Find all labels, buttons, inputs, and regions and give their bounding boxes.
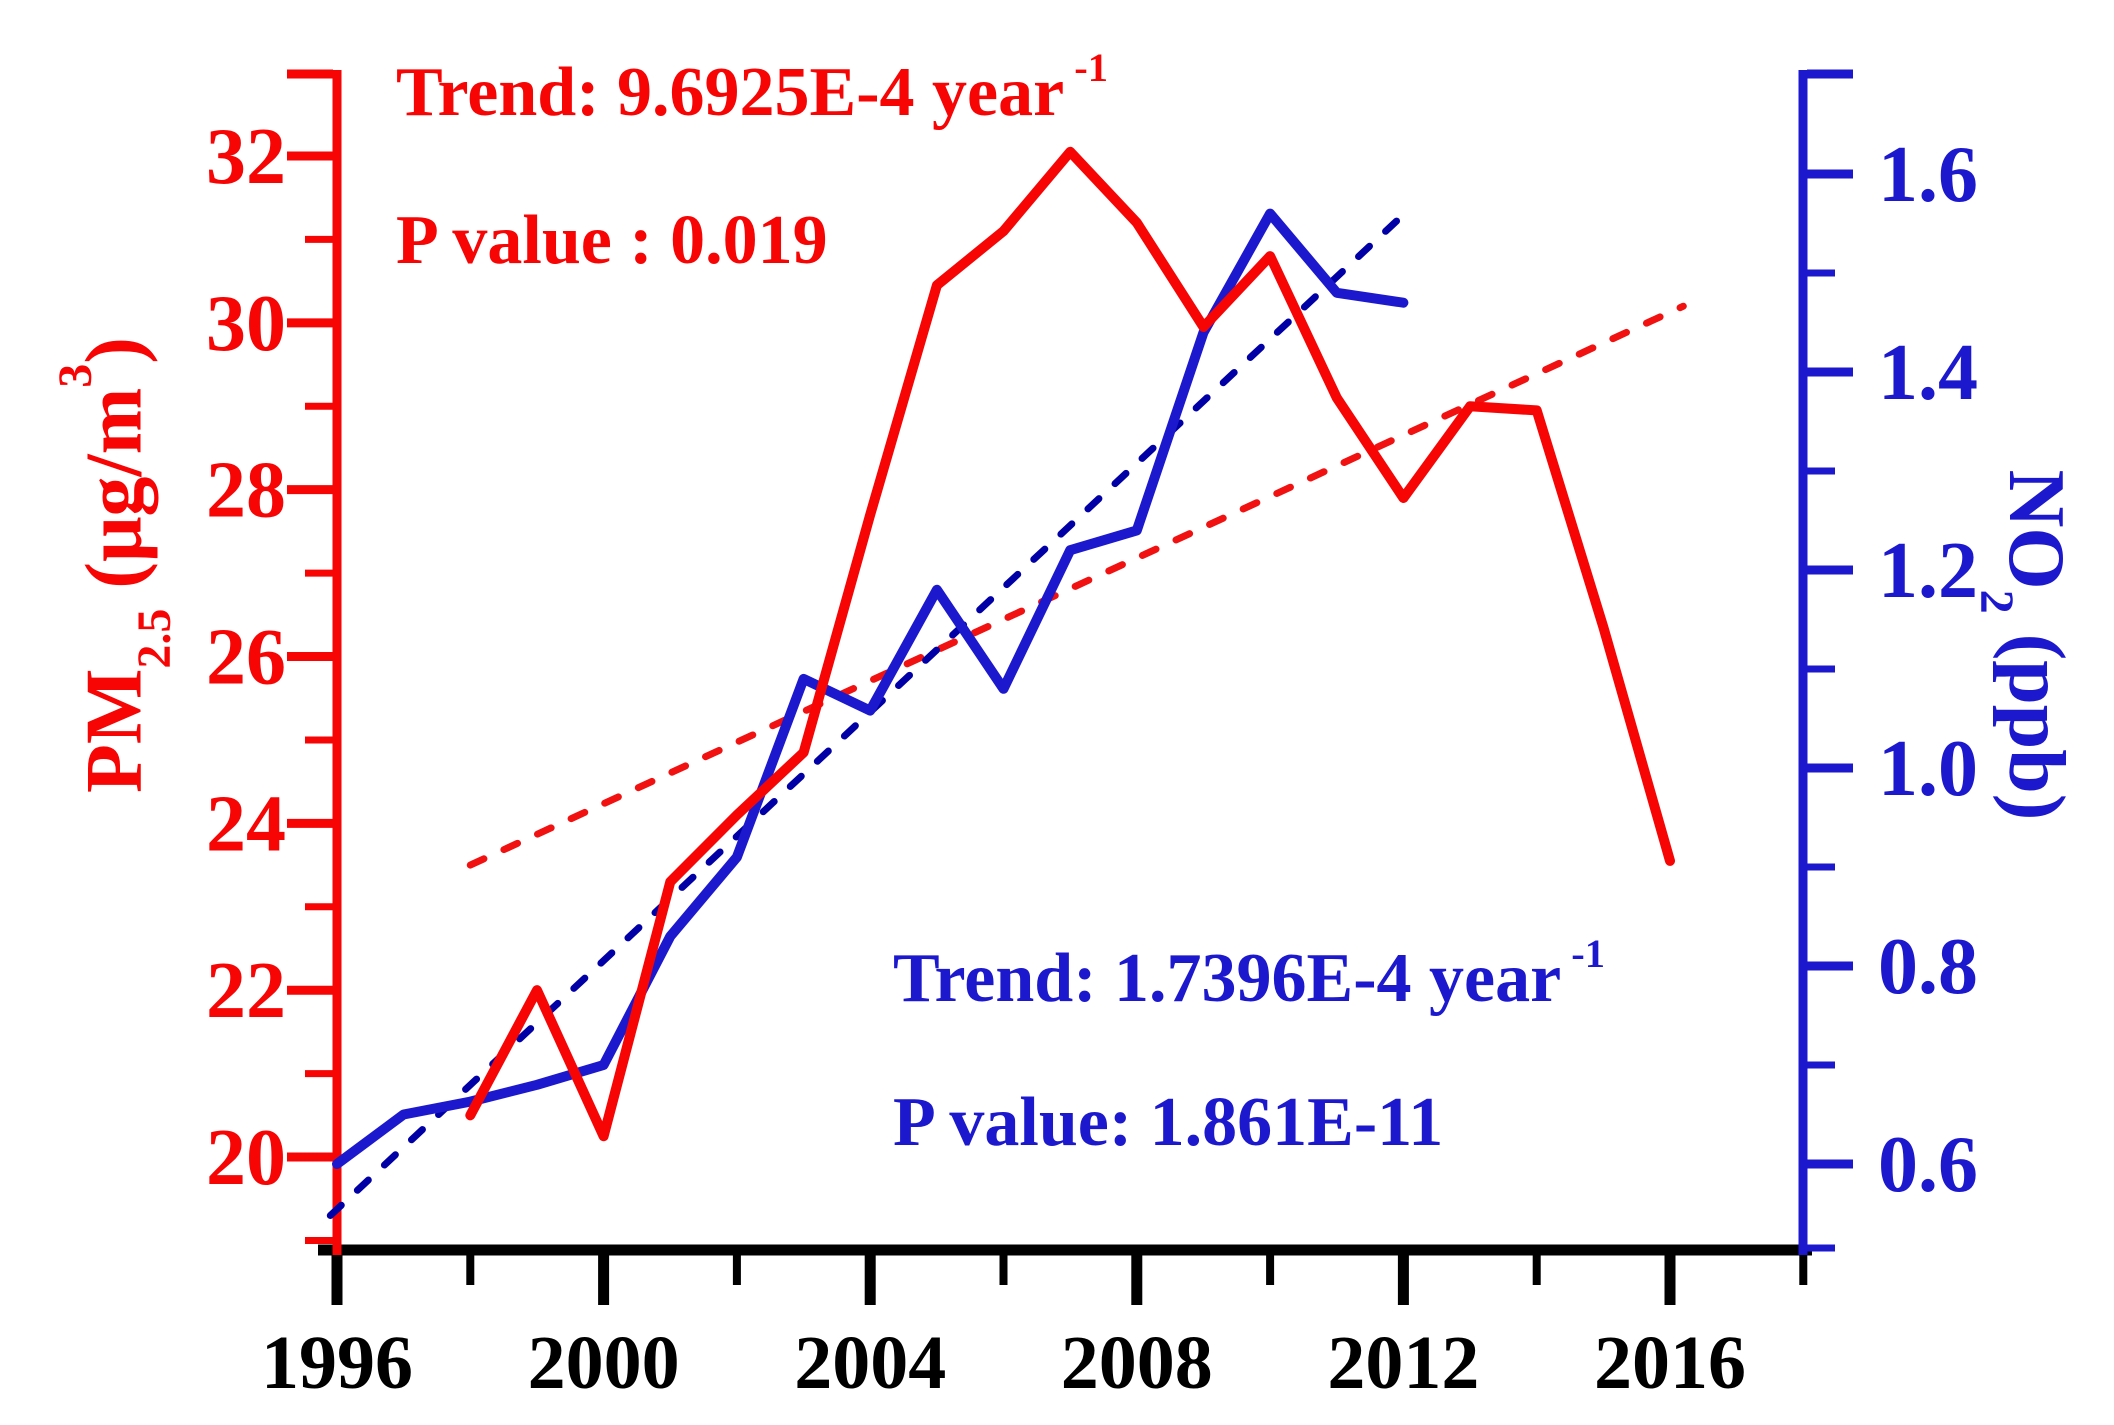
pm25-line: [465, 146, 1675, 1142]
left-axis-tick-label: 26: [206, 614, 286, 702]
left-axis-title-unit: (μg/m: [70, 387, 159, 609]
left-y-axis: 32 30 28 26 24 22 20: [206, 69, 342, 1255]
no2-trend-text: Trend: 1.7396E-4 year: [893, 940, 1562, 1017]
right-axis-title-subscript: 2: [1970, 589, 2023, 614]
right-axis-title-main: NO: [1992, 469, 2080, 590]
pm25-pvalue-text: P value : 0.019: [396, 202, 828, 279]
left-axis-title-main: PM: [70, 668, 159, 793]
right-axis-title-unit: (ppb): [1992, 613, 2080, 821]
left-axis-tick-label: 30: [206, 280, 286, 368]
pm25_trend_line-line: [466, 302, 1687, 869]
pm25-trend-annotation: Trend: 9.6925E-4 year -1: [396, 46, 1108, 131]
right-axis-tick-label: 1.0: [1878, 725, 1978, 813]
right-y-axis: 1.6 1.4 1.2 1.0 0.8 0.6: [1798, 69, 1978, 1255]
left-axis-tick-label: 28: [206, 447, 286, 535]
left-axis-title-superscript: 3: [49, 363, 103, 388]
pm25-pvalue-annotation: P value : 0.019: [396, 204, 828, 278]
x-axis-tick-label: 2016: [1594, 1321, 1746, 1405]
x-axis-tick-label: 2000: [528, 1321, 680, 1405]
no2-trend-annotation: Trend: 1.7396E-4 year -1: [893, 932, 1605, 1017]
pm25-trend-text: Trend: 9.6925E-4 year: [396, 54, 1065, 131]
right-axis-tick-label: 1.2: [1878, 527, 1978, 615]
left-axis-tick-label: 32: [206, 113, 286, 201]
right-axis-tick-label: 1.4: [1878, 329, 1978, 417]
x-axis-tick-label: 1996: [261, 1321, 413, 1405]
left-axis-title-subscript: 2.5: [127, 608, 181, 669]
pm25-trend-exponent: -1: [1074, 44, 1108, 90]
left-axis-title-close: ): [70, 337, 159, 364]
x-axis-tick-label: 2012: [1327, 1321, 1479, 1405]
right-axis-tick-label: 0.6: [1878, 1121, 1978, 1209]
right-axis-title: NO2 (ppb): [1970, 195, 2086, 1095]
right-axis-tick-label: 0.8: [1878, 923, 1978, 1011]
no2-pvalue-text: P value: 1.861E-11: [893, 1084, 1444, 1161]
no2-pvalue-annotation: P value: 1.861E-11: [893, 1086, 1443, 1160]
no2-line: [332, 208, 1409, 1169]
x-axis: 1996 2000 2004 2008 2012 2016: [261, 1244, 1812, 1405]
left-axis-tick-label: 20: [206, 1114, 286, 1202]
x-axis-tick-label: 2004: [794, 1321, 946, 1405]
data-series: [326, 146, 1687, 1219]
no2-trend-exponent: -1: [1571, 930, 1605, 976]
right-axis-tick-label: 1.6: [1878, 131, 1978, 219]
left-axis-tick-label: 22: [206, 947, 286, 1035]
no2_trend_line-line: [326, 208, 1411, 1219]
left-axis-tick-label: 24: [206, 780, 286, 868]
x-axis-tick-label: 2008: [1061, 1321, 1213, 1405]
left-axis-title: PM2.5 (μg/m3): [48, 115, 180, 1015]
